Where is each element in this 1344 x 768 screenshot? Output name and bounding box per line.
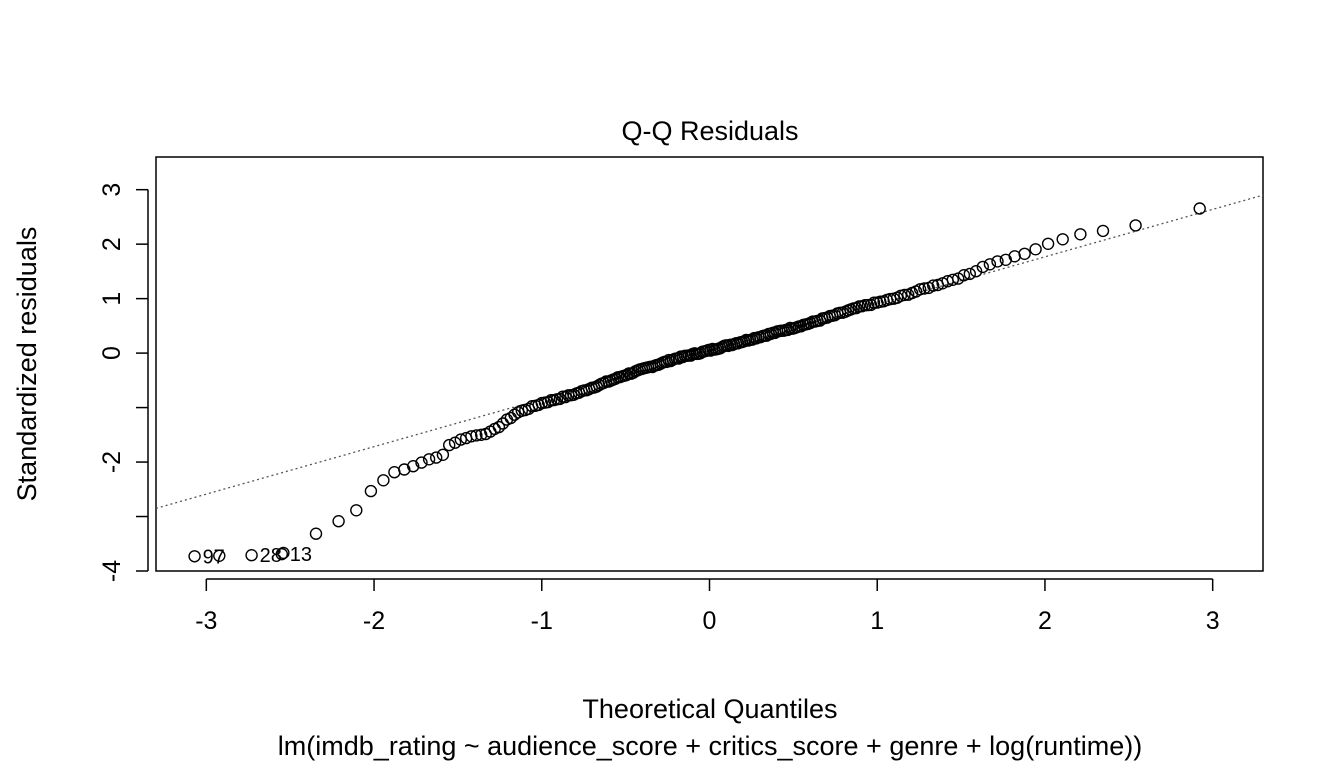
- model-formula-subtitle: lm(imdb_rating ~ audience_score + critic…: [278, 731, 1142, 761]
- data-point: [350, 504, 363, 517]
- data-point: [976, 260, 989, 274]
- data-point: [1129, 219, 1142, 232]
- data-point: [492, 420, 506, 434]
- y-tick-label: 1: [98, 292, 126, 306]
- data-point: [398, 463, 411, 476]
- data-point: [1193, 202, 1206, 215]
- data-point: [407, 460, 420, 473]
- y-axis-label: Standardized residuals: [12, 227, 42, 502]
- data-point: [415, 456, 428, 469]
- point-labels: 97 28 13: [203, 544, 312, 568]
- x-axis: -3 -2 -1 0 1 2 3: [195, 578, 1220, 635]
- data-point: [1096, 224, 1110, 238]
- data-point: [1018, 247, 1031, 261]
- labeled-data-point: [275, 547, 288, 561]
- data-point: [963, 267, 976, 281]
- data-point: [309, 527, 323, 540]
- data-point: [430, 451, 443, 464]
- point-label: 28: [260, 545, 282, 567]
- data-point: [465, 430, 478, 443]
- data-point: [443, 438, 456, 452]
- data-point: [957, 269, 971, 282]
- x-tick-label: 3: [1206, 607, 1220, 635]
- data-point: [927, 279, 940, 292]
- plot-frame: [155, 156, 1264, 572]
- data-point: [541, 395, 555, 409]
- point-label: 13: [290, 544, 312, 566]
- data-point: [332, 515, 345, 528]
- data-point: [1029, 243, 1042, 256]
- data-point: [364, 484, 378, 498]
- data-point: [213, 549, 226, 562]
- data-point: [991, 255, 1004, 268]
- y-tick-label: -4: [98, 560, 126, 582]
- data-point: [867, 296, 881, 309]
- data-point: [850, 301, 863, 315]
- chart-title: Q-Q Residuals: [621, 116, 798, 146]
- data-point: [277, 546, 290, 560]
- data-point: [1056, 233, 1069, 246]
- x-tick-label: 0: [703, 607, 717, 635]
- x-tick-label: -3: [195, 607, 217, 635]
- data-point: [913, 283, 927, 296]
- x-tick-label: -2: [363, 607, 385, 635]
- y-tick-label: 0: [98, 346, 126, 360]
- data-point: [559, 390, 572, 404]
- y-tick-label: 2: [98, 237, 126, 251]
- data-points: [188, 202, 1206, 563]
- x-axis-label: Theoretical Quantiles: [582, 694, 837, 724]
- data-point: [1041, 237, 1055, 251]
- data-point: [983, 258, 997, 271]
- data-point: [1074, 228, 1087, 241]
- data-point: [436, 448, 450, 461]
- data-point: [969, 265, 983, 278]
- data-point: [946, 273, 959, 286]
- data-point: [422, 453, 436, 466]
- data-point: [470, 429, 483, 442]
- data-point: [553, 392, 567, 406]
- x-tick-label: 1: [870, 607, 884, 635]
- data-point: [898, 288, 911, 302]
- x-tick-label: 2: [1038, 607, 1052, 635]
- data-point: [377, 474, 390, 487]
- labeled-data-point: [245, 549, 258, 562]
- y-axis: -4 -2 0 1 2 3: [98, 183, 149, 582]
- x-tick-label: -1: [531, 607, 553, 635]
- labeled-data-point: [188, 550, 201, 563]
- y-tick-label: 3: [98, 183, 126, 197]
- data-point: [918, 282, 931, 295]
- point-label: 97: [203, 546, 225, 568]
- y-tick-label: -2: [98, 451, 126, 473]
